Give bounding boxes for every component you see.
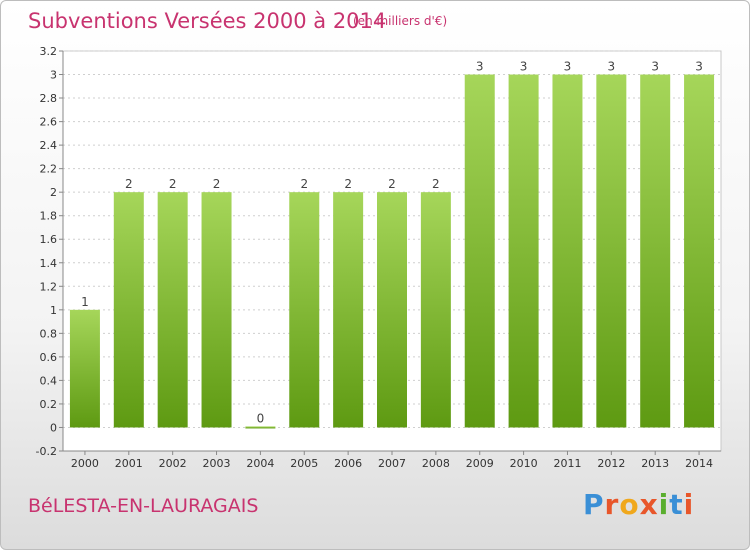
bar-value-label: 2: [432, 177, 440, 191]
y-tick-label: 0: [50, 421, 57, 434]
bar-2014: [684, 74, 715, 428]
y-tick-label: 2.8: [40, 92, 58, 105]
y-tick-label: 0.2: [40, 398, 58, 411]
x-tick-label: 2008: [422, 457, 450, 470]
bar-2009: [464, 74, 495, 428]
y-tick-label: 2.6: [40, 116, 58, 129]
logo-letter: i: [658, 488, 670, 521]
x-tick-label: 2009: [466, 457, 494, 470]
bar-value-label: 3: [564, 60, 572, 74]
y-tick-label: 1: [50, 304, 57, 317]
bar-2003: [201, 192, 232, 428]
x-tick-label: 2007: [378, 457, 406, 470]
bar-value-label: 2: [344, 177, 352, 191]
commune-name: BéLESTA-EN-LAURAGAIS: [28, 495, 259, 517]
proxiti-logo: Proxiti: [583, 488, 694, 521]
bar-2001: [113, 192, 144, 428]
logo-letter: i: [683, 488, 695, 521]
bar-2013: [640, 74, 671, 428]
x-tick-label: 2006: [334, 457, 362, 470]
bar-2007: [377, 192, 407, 428]
logo-letter: P: [583, 488, 605, 521]
y-tick-label: 2.4: [40, 139, 58, 152]
bar-2002: [157, 192, 188, 428]
x-tick-label: 2000: [71, 457, 99, 470]
y-tick-label: 2: [50, 186, 57, 199]
logo-letter: t: [669, 488, 684, 521]
x-tick-label: 2014: [685, 457, 713, 470]
bar-value-label: 1: [81, 295, 89, 309]
y-tick-label: 0.4: [40, 374, 58, 387]
bar-value-label: 3: [608, 60, 616, 74]
bar-2004: [245, 426, 276, 429]
y-tick-label: 3: [50, 69, 57, 82]
y-tick-label: 1.4: [40, 257, 58, 270]
bar-value-label: 2: [169, 177, 177, 191]
x-tick-label: 2010: [510, 457, 538, 470]
bar-value-label: 2: [300, 177, 308, 191]
x-tick-label: 2013: [641, 457, 669, 470]
bar-2008: [420, 192, 451, 428]
y-tick-label: 0.8: [40, 327, 58, 340]
bar-value-label: 0: [257, 411, 265, 425]
bar-value-label: 2: [388, 177, 396, 191]
bar-2006: [333, 192, 364, 428]
bar-value-label: 2: [213, 177, 221, 191]
x-tick-label: 2011: [553, 457, 581, 470]
bar-value-label: 2: [125, 177, 133, 191]
y-tick-label: -0.2: [36, 445, 57, 458]
logo-letter: r: [604, 488, 620, 521]
bar-2005: [289, 192, 320, 428]
y-tick-label: 1.6: [40, 233, 58, 246]
bar-value-label: 3: [520, 60, 528, 74]
x-tick-label: 2004: [246, 457, 274, 470]
bar-value-label: 3: [651, 60, 659, 74]
chart-title: Subventions Versées 2000 à 2014: [28, 9, 387, 33]
x-tick-label: 2012: [597, 457, 625, 470]
y-tick-label: 2.2: [40, 163, 58, 176]
logo-letter: x: [639, 488, 659, 521]
y-tick-label: 3.2: [40, 45, 58, 58]
chart-unit: (en milliers d'€): [353, 14, 448, 28]
x-tick-label: 2005: [290, 457, 318, 470]
logo-letter: o: [619, 488, 640, 521]
bar-2011: [552, 74, 583, 428]
x-tick-label: 2002: [159, 457, 187, 470]
bar-value-label: 3: [476, 60, 484, 74]
y-tick-label: 0.6: [40, 351, 58, 364]
x-tick-label: 2001: [115, 457, 143, 470]
bar-value-label: 3: [695, 60, 703, 74]
y-tick-label: 1.2: [40, 280, 58, 293]
bar-2000: [69, 309, 100, 428]
bar-2010: [508, 74, 539, 428]
x-tick-label: 2003: [203, 457, 231, 470]
y-tick-label: 1.8: [40, 210, 58, 223]
bar-2012: [596, 74, 627, 428]
